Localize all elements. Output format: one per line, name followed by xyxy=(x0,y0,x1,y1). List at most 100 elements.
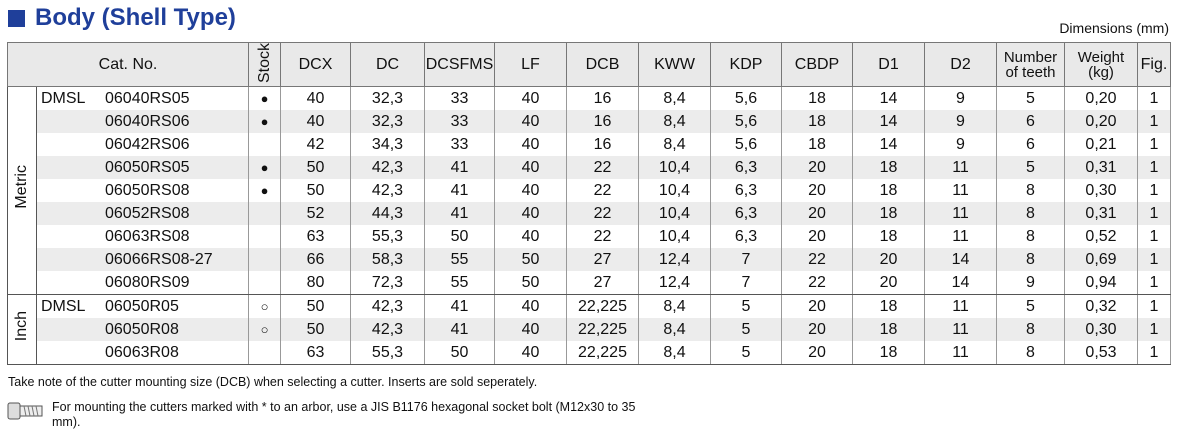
table-row: 06052RS08 52 44,3 41 40 22 10,4 6,3 20 18 11 8 0,31 1 xyxy=(8,202,1171,226)
note: For mounting the cutters marked with * t… xyxy=(52,400,636,429)
value-cell: 41 xyxy=(424,156,495,180)
stock-cell: ● xyxy=(248,179,281,203)
value-cell: 0,94 xyxy=(1064,271,1138,296)
value-cell: 33 xyxy=(424,133,495,157)
units-note: Dimensions (mm) xyxy=(1059,20,1169,36)
group-label: Metric xyxy=(13,165,30,209)
value-cell: 14 xyxy=(924,248,997,272)
stock-cell xyxy=(248,248,281,272)
value-cell: 1 xyxy=(1137,341,1171,366)
value-cell: 18 xyxy=(781,86,853,111)
column-header: DCB xyxy=(566,41,639,88)
value-cell: 40 xyxy=(494,133,567,157)
column-header-text: LF xyxy=(521,56,540,73)
column-header-text: D2 xyxy=(950,56,971,73)
stock-cell xyxy=(248,133,281,157)
cat-no: 06050R05 xyxy=(105,297,179,315)
value-cell: 50 xyxy=(494,248,567,272)
column-header-text: KWW xyxy=(654,56,695,73)
value-cell: 20 xyxy=(781,341,853,366)
cat-no-cell: 06050R08 xyxy=(36,318,249,342)
table-row: 06080RS09 80 72,3 55 50 27 12,4 7 22 20 14 9 0,94 1 xyxy=(8,271,1171,296)
cat-no: 06063R08 xyxy=(105,343,179,361)
value-cell: 11 xyxy=(924,294,997,319)
value-cell: 40 xyxy=(280,86,351,111)
value-cell: 1 xyxy=(1137,318,1171,342)
value-cell: 40 xyxy=(494,202,567,226)
value-cell: 33 xyxy=(424,86,495,111)
value-cell: 1 xyxy=(1137,179,1171,203)
value-cell: 0,31 xyxy=(1064,202,1138,226)
value-cell: 22,225 xyxy=(566,318,639,342)
value-cell: 0,30 xyxy=(1064,318,1138,342)
value-cell: 55,3 xyxy=(350,225,425,249)
column-header: DCX xyxy=(280,41,351,88)
cat-no-cell: 06050RS05 xyxy=(36,156,249,180)
cat-no: 06040RS05 xyxy=(105,89,190,107)
table-row: Metric DMSL 06040RS05 ● 40 32,3 33 40 16 8,4 5,6 18… xyxy=(7,86,1171,296)
value-cell: 12,4 xyxy=(638,271,711,296)
value-cell: 8,4 xyxy=(638,133,711,157)
column-header: Weight (kg) xyxy=(1064,41,1138,88)
value-cell: 18 xyxy=(852,294,925,319)
column-header: CBDP xyxy=(781,41,853,88)
value-cell: 8,4 xyxy=(638,341,711,366)
value-cell: 5 xyxy=(996,156,1065,180)
value-cell: 7 xyxy=(710,271,782,296)
value-cell: 18 xyxy=(852,341,925,366)
bolt-icon xyxy=(7,402,43,420)
column-header-text: Stock xyxy=(256,43,273,84)
value-cell: 32,3 xyxy=(350,110,425,134)
column-header: D2 xyxy=(924,41,997,88)
value-cell: 20 xyxy=(781,156,853,180)
value-cell: 6,3 xyxy=(710,202,782,226)
series: DMSL xyxy=(41,89,86,107)
value-cell: 8,4 xyxy=(638,110,711,134)
value-cell: 22 xyxy=(566,156,639,180)
column-header-text: Number of teeth xyxy=(1003,48,1058,81)
value-cell: 80 xyxy=(280,271,351,296)
value-cell: 27 xyxy=(566,271,639,296)
value-cell: 0,53 xyxy=(1064,341,1138,366)
value-cell: 14 xyxy=(852,133,925,157)
value-cell: 22 xyxy=(781,248,853,272)
value-cell: 50 xyxy=(280,294,351,319)
value-cell: 16 xyxy=(566,133,639,157)
value-cell: 0,31 xyxy=(1064,156,1138,180)
value-cell: 41 xyxy=(424,202,495,226)
column-header-text: DCX xyxy=(298,56,333,73)
value-cell: 10,4 xyxy=(638,225,711,249)
value-cell: 11 xyxy=(924,225,997,249)
value-cell: 0,20 xyxy=(1064,86,1138,111)
value-cell: 20 xyxy=(781,294,853,319)
value-cell: 5 xyxy=(710,341,782,366)
value-cell: 55,3 xyxy=(350,341,425,366)
value-cell: 5,6 xyxy=(710,133,782,157)
value-cell: 18 xyxy=(852,202,925,226)
value-cell: 5 xyxy=(710,318,782,342)
value-cell: 1 xyxy=(1137,248,1171,272)
column-header: Number of teeth xyxy=(996,41,1065,88)
value-cell: 5,6 xyxy=(710,110,782,134)
value-cell: 40 xyxy=(494,225,567,249)
value-cell: 18 xyxy=(852,179,925,203)
cat-no-cell: 06080RS09 xyxy=(36,271,249,296)
value-cell: 16 xyxy=(566,110,639,134)
value-cell: 63 xyxy=(280,341,351,366)
cat-no-cell: 06063RS08 xyxy=(36,225,249,249)
value-cell: 50 xyxy=(280,179,351,203)
column-header: DCSFMS xyxy=(424,41,495,88)
value-cell: 5 xyxy=(710,294,782,319)
value-cell: 1 xyxy=(1137,110,1171,134)
value-cell: 42,3 xyxy=(350,156,425,180)
column-header-text: DCSFMS xyxy=(425,56,494,73)
stock-cell: ● xyxy=(248,156,281,180)
column-header-text: Cat. No. xyxy=(98,56,158,73)
title-marker xyxy=(8,9,25,27)
value-cell: 8 xyxy=(996,179,1065,203)
title: Body (Shell Type) xyxy=(35,4,236,31)
value-cell: 1 xyxy=(1137,202,1171,226)
value-cell: 11 xyxy=(924,156,997,180)
cat-no-cell: 06066RS08-27 xyxy=(36,248,249,272)
value-cell: 40 xyxy=(494,294,567,319)
